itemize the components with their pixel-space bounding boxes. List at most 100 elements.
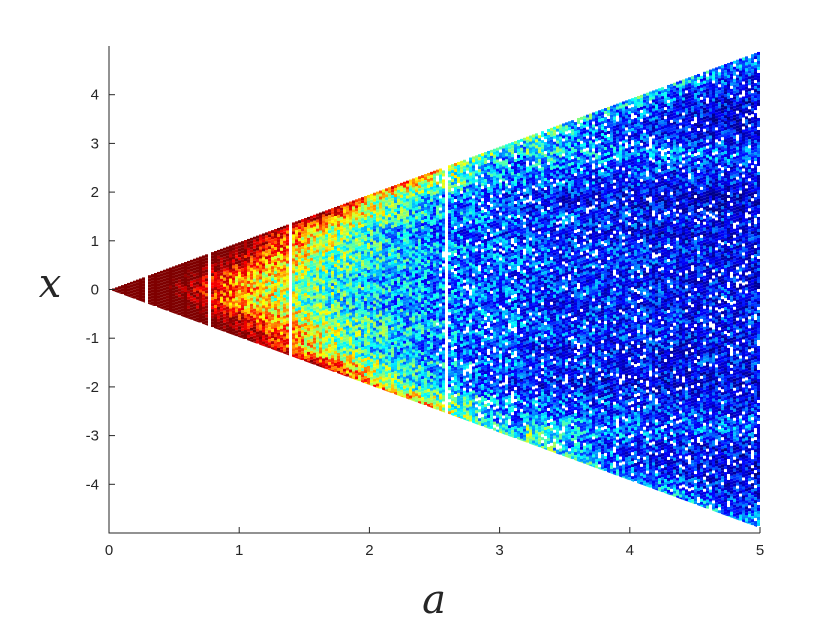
data-point (379, 382, 382, 386)
data-point (412, 205, 415, 209)
data-point (439, 282, 442, 286)
data-point (397, 195, 400, 199)
data-point (400, 353, 403, 357)
data-point (448, 411, 451, 415)
data-point (400, 362, 403, 366)
data-point (430, 360, 433, 364)
data-point (322, 310, 325, 314)
data-point (379, 193, 382, 197)
data-point (418, 215, 421, 219)
data-point (211, 321, 214, 325)
data-point (337, 358, 340, 362)
data-point (400, 197, 403, 201)
data-point (382, 327, 385, 331)
data-point (229, 287, 232, 291)
data-point (187, 281, 190, 285)
data-point (205, 266, 208, 270)
data-point (424, 249, 427, 253)
data-point (352, 332, 355, 336)
data-point (358, 252, 361, 256)
data-point (448, 396, 451, 400)
data-point (355, 244, 358, 248)
data-point (436, 346, 439, 350)
data-point (256, 310, 259, 314)
data-point (457, 356, 460, 360)
data-point (385, 233, 388, 237)
data-point (202, 267, 205, 271)
data-point (256, 304, 259, 308)
data-point (367, 209, 370, 213)
data-point (457, 290, 460, 294)
data-point (421, 250, 424, 254)
data-point (298, 319, 301, 323)
data-point (313, 259, 316, 263)
data-point (229, 299, 232, 303)
data-point (286, 305, 289, 309)
data-point (466, 173, 469, 177)
data-point (391, 231, 394, 235)
data-point (433, 404, 436, 408)
data-point (202, 303, 205, 307)
data-point (202, 291, 205, 295)
data-point (451, 368, 454, 372)
data-point (379, 373, 382, 377)
data-point (430, 264, 433, 268)
data-point (280, 343, 283, 347)
data-point (403, 247, 406, 251)
data-point (364, 331, 367, 335)
data-point (214, 281, 217, 285)
data-point (376, 380, 379, 384)
data-point (415, 309, 418, 313)
data-point (184, 304, 187, 308)
data-point (388, 295, 391, 299)
data-point (316, 309, 319, 313)
data-point (328, 335, 331, 339)
data-point (322, 337, 325, 341)
data-point (148, 296, 151, 300)
data-point (463, 354, 466, 358)
data-point (367, 233, 370, 237)
data-point (325, 366, 328, 370)
data-point (247, 274, 250, 278)
data-point (214, 311, 217, 315)
data-point (325, 291, 328, 295)
data-point (346, 304, 349, 308)
data-point (436, 295, 439, 299)
data-point (328, 338, 331, 342)
data-point (172, 293, 175, 297)
data-point (421, 211, 424, 215)
data-point (334, 255, 337, 259)
data-point (373, 348, 376, 352)
data-point (241, 325, 244, 329)
data-point (370, 202, 373, 206)
data-point (307, 279, 310, 283)
data-point (391, 246, 394, 250)
data-point (397, 378, 400, 382)
data-point (388, 385, 391, 389)
data-point (193, 312, 196, 316)
data-point (439, 384, 442, 388)
data-point (409, 218, 412, 222)
data-point (457, 242, 460, 246)
data-point (463, 168, 466, 172)
data-point (364, 274, 367, 278)
data-point (388, 238, 391, 242)
data-point (397, 255, 400, 259)
data-point (406, 288, 409, 292)
data-point (433, 221, 436, 225)
data-point (349, 294, 352, 298)
data-point (364, 199, 367, 203)
data-point (418, 266, 421, 270)
data-point (211, 315, 214, 319)
data-point (349, 246, 352, 250)
data-point (178, 279, 181, 283)
data-point (367, 308, 370, 312)
data-point (319, 317, 322, 321)
data-point (340, 366, 343, 370)
data-point (238, 302, 241, 306)
data-point (430, 330, 433, 334)
data-point (331, 349, 334, 353)
data-point (283, 300, 286, 304)
data-point (373, 210, 376, 214)
data-point (301, 309, 304, 313)
